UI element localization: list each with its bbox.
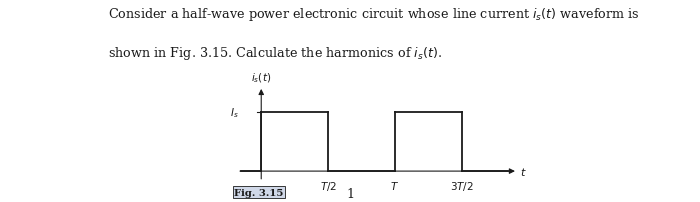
Text: $3T/2$: $3T/2$ [450,179,473,192]
Text: $i_s(t)$: $i_s(t)$ [251,71,272,85]
Text: $I_s$: $I_s$ [230,106,239,120]
Text: Fig. 3.15: Fig. 3.15 [234,188,284,197]
Text: $t$: $t$ [521,165,527,177]
Text: shown in Fig. 3.15. Calculate the harmonics of $i_s(t)$.: shown in Fig. 3.15. Calculate the harmon… [108,44,443,61]
Text: Consider a half-wave power electronic circuit whose line current $i_s(t)$ wavefo: Consider a half-wave power electronic ci… [108,6,640,23]
Text: 1: 1 [346,187,354,200]
Text: $T$: $T$ [391,179,400,191]
Text: $T/2$: $T/2$ [320,179,337,192]
